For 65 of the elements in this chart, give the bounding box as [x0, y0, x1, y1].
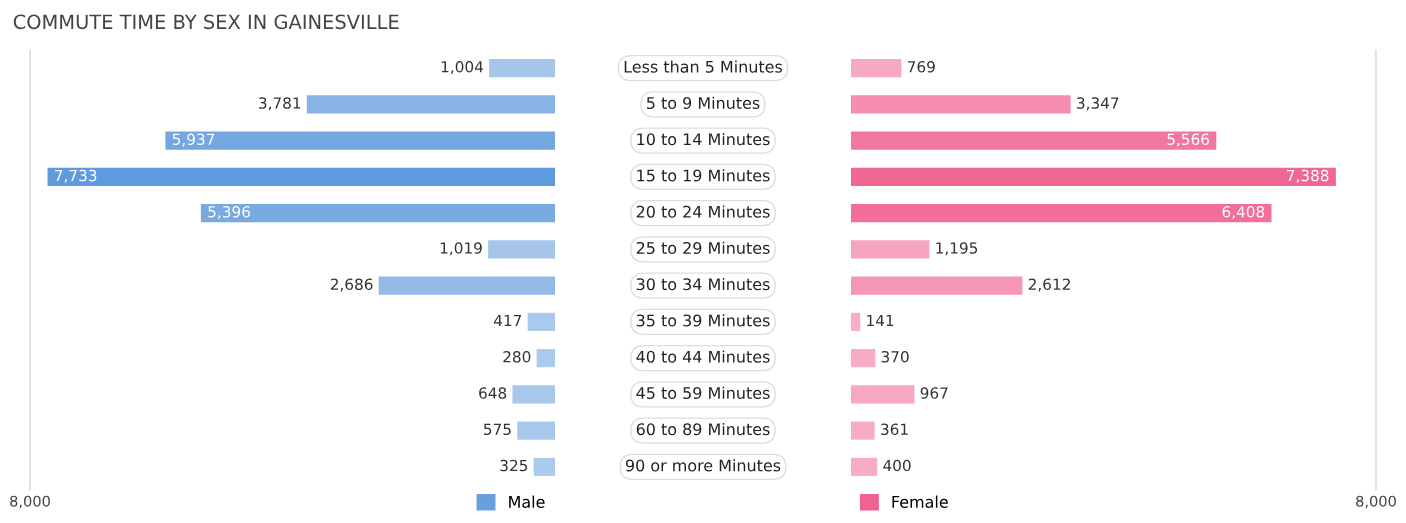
y-tick-label: 30 to 34 Minutes	[636, 277, 770, 291]
bar	[488, 240, 555, 259]
bar	[851, 95, 1071, 114]
data-label: 370	[881, 351, 909, 363]
data-label: 1,195	[936, 242, 978, 256]
data-label: 280	[503, 351, 531, 363]
data-label: 400	[883, 459, 911, 472]
data-label: 6,408	[1222, 206, 1265, 220]
y-tick-label: 5 to 9 Minutes	[647, 96, 760, 110]
y-tick-label: Less than 5 Minutes	[624, 60, 783, 73]
data-label: 2,612	[1028, 278, 1070, 292]
y-tick-label: 45 to 59 Minutes	[636, 386, 770, 400]
y-tick-label: 20 to 24 Minutes	[636, 205, 770, 218]
y-tick-label: 60 to 89 Minutes	[636, 422, 770, 436]
bar	[165, 131, 555, 150]
bar	[536, 349, 555, 368]
data-label: 325	[500, 459, 528, 472]
x-tick-label: 8,000	[10, 495, 50, 509]
bar	[851, 385, 915, 404]
data-label: 7,388	[1287, 169, 1329, 183]
data-label: 648	[479, 387, 507, 399]
bar	[851, 312, 861, 331]
data-label: 5,396	[208, 206, 250, 220]
y-tick-label: 35 to 39 Minutes	[636, 314, 770, 327]
bar	[200, 204, 555, 223]
bar	[851, 276, 1023, 295]
bar	[851, 457, 878, 476]
bar	[851, 59, 902, 78]
y-tick-label: 40 to 44 Minutes	[636, 350, 770, 363]
data-label: 3,781	[259, 97, 301, 111]
legend-label: Male	[509, 495, 545, 508]
data-label: 1,019	[440, 242, 482, 256]
bar	[47, 167, 555, 186]
data-label: 7,733	[55, 169, 97, 183]
bar	[489, 59, 555, 78]
bar	[517, 421, 555, 440]
bar	[851, 421, 875, 440]
bar	[851, 349, 876, 368]
y-tick-label: 90 or more Minutes	[625, 459, 781, 472]
bar	[527, 312, 555, 331]
bar	[512, 385, 555, 404]
data-label: 575	[484, 423, 511, 436]
data-label: 967	[920, 387, 948, 399]
data-label: 361	[881, 423, 908, 436]
data-label: 417	[493, 314, 522, 327]
legend-label: Female	[892, 495, 948, 508]
bar	[851, 167, 1336, 186]
data-label: 1,004	[441, 61, 484, 75]
data-label: 3,347	[1077, 97, 1119, 111]
y-tick-label: 15 to 19 Minutes	[637, 169, 770, 182]
data-label: 141	[867, 314, 894, 327]
x-tick-label: 8,000	[1356, 495, 1396, 509]
y-tick-label: 10 to 14 Minutes	[637, 132, 770, 146]
bar	[306, 95, 555, 114]
bar	[533, 457, 555, 476]
data-label: 5,937	[172, 133, 215, 147]
bar	[851, 240, 930, 259]
y-tick-label: 25 to 29 Minutes	[636, 241, 770, 255]
bar	[851, 131, 1217, 150]
bar	[851, 204, 1272, 223]
data-label: 5,566	[1167, 133, 1210, 147]
chart-title: COMMUTE TIME BY SEX IN GAINESVILLE	[13, 14, 399, 30]
data-label: 769	[907, 61, 935, 73]
bar	[378, 276, 555, 295]
data-label: 2,686	[330, 278, 373, 292]
